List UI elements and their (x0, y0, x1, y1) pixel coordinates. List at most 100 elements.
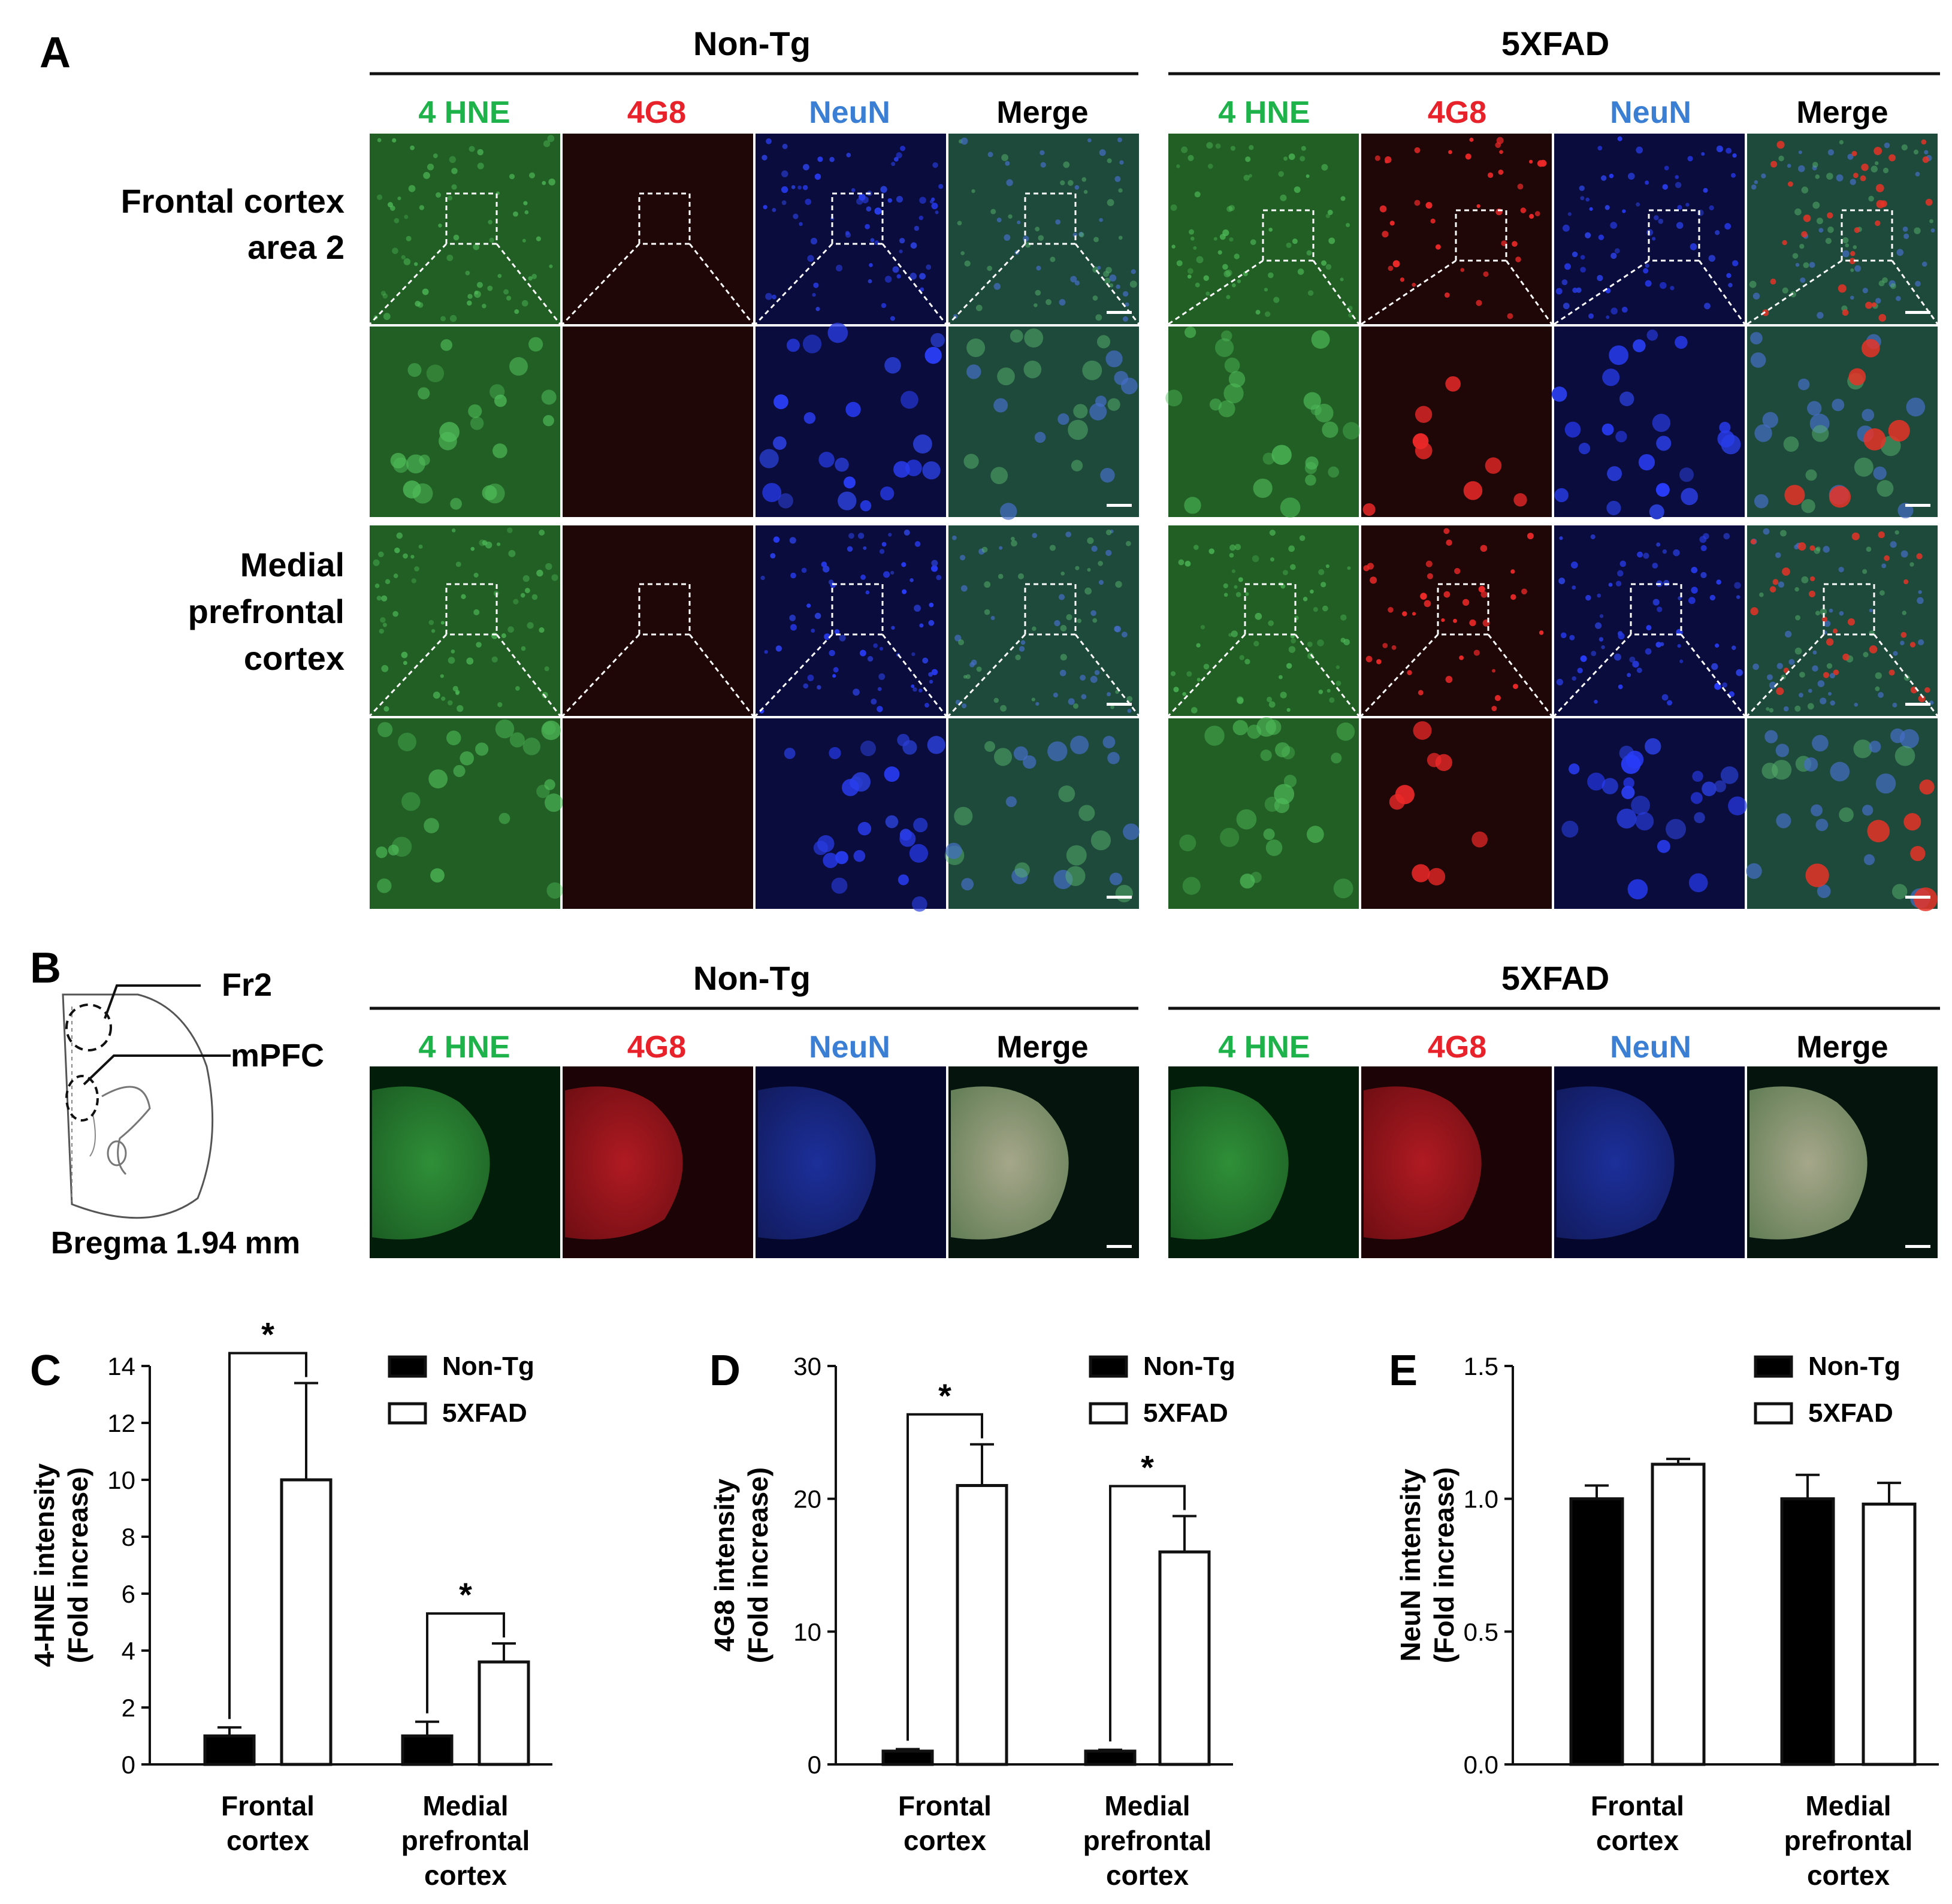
fr2-region-marker (65, 1004, 112, 1051)
micrograph-merge-non-tg-zoom (948, 327, 1139, 520)
x-category-label: prefrontal (1083, 1825, 1212, 1856)
micrograph-hne-5xfad-zoom (1168, 717, 1359, 909)
inset-box (1455, 209, 1507, 262)
section-neun-non-tg (756, 1066, 946, 1258)
significance-bracket (1109, 1485, 1186, 1742)
y-tick-label: 0 (122, 1751, 135, 1779)
significance-bracket (426, 1612, 505, 1713)
x-category-label: prefrontal (401, 1825, 530, 1856)
inset-box (445, 192, 498, 245)
y-tick-label: 10 (793, 1618, 821, 1646)
y-tick-label: 14 (107, 1352, 135, 1380)
panel-a-header: Non-Tg 5XFAD 4 HNE 4G8 NeuN Merge 4 HNE … (370, 25, 1940, 130)
x-category-label: Frontal (898, 1790, 992, 1821)
inset-box (1841, 209, 1893, 262)
micrograph-neun-non-tg-zoom (756, 718, 946, 912)
tissue-section (758, 1086, 876, 1240)
bregma-label: Bregma 1.94 mm (51, 1226, 300, 1261)
micrograph-merge-non-tg (947, 525, 1140, 717)
tissue-section (1364, 1086, 1482, 1240)
micrograph-hne-5xfad-zoom (1165, 327, 1361, 518)
micrograph-neun-5xfad (1553, 525, 1746, 717)
chart-e: 0.0 0.5 1.0 1.5 NeuN intensity(Fold increase… (1395, 1352, 1939, 1891)
legend-label-non-tg: Non-Tg (442, 1352, 534, 1381)
micrograph-hne-non-tg (368, 525, 561, 717)
bar-non-tg (1084, 1749, 1137, 1766)
micrograph-neun-non-tg (754, 525, 947, 717)
scale-bar (1107, 896, 1132, 899)
bar-5xfad (478, 1660, 530, 1766)
significance-star: * (459, 1576, 472, 1613)
y-tick-label: 20 (793, 1485, 821, 1513)
x-category-label: cortex (1106, 1860, 1189, 1891)
tissue-section (1749, 1086, 1868, 1240)
channel-label-merge: Merge (996, 1030, 1088, 1065)
bar-non-tg (1780, 1497, 1835, 1766)
legend-swatch-non-tg (388, 1355, 427, 1378)
micrograph-merge-5xfad (1746, 525, 1939, 717)
bar-non-tg (1569, 1497, 1624, 1766)
inset-box (831, 583, 884, 636)
x-category-label: cortex (424, 1860, 507, 1891)
group-label-5xfad: 5XFAD (1501, 25, 1610, 62)
section-merge-5xfad (1747, 1066, 1938, 1258)
micrograph-neun-5xfad-zoom (1551, 327, 1745, 519)
diagram-label-fr2: Fr2 (222, 967, 272, 1003)
micrograph-merge-5xfad (1746, 134, 1939, 325)
panel-letter-e: E (1389, 1347, 1418, 1395)
bar-5xfad (1862, 1503, 1917, 1766)
scale-bar (1905, 504, 1930, 507)
micrograph-4g8-non-tg (561, 134, 754, 325)
panel-b-brain-diagram: Fr2 mPFC Bregma 1.94 mm (51, 967, 324, 1261)
tissue-section (372, 1086, 490, 1240)
diagram-label-mpfc: mPFC (231, 1038, 324, 1074)
inset-box (1630, 583, 1682, 636)
micrograph-4g8-5xfad-zoom (1361, 327, 1552, 517)
y-tick-label: 4 (122, 1637, 135, 1665)
inset-box (638, 192, 691, 245)
section-4g8-non-tg (563, 1066, 753, 1258)
x-category-label: Medial (1104, 1790, 1190, 1821)
y-tick-label: 8 (122, 1523, 135, 1551)
panel-b-section-images (370, 1066, 1938, 1258)
micrograph-hne-non-tg-zoom (370, 718, 563, 909)
row-label-prefrontal: prefrontal (188, 593, 345, 630)
y-tick-label: 0 (808, 1751, 821, 1779)
y-tick-label: 0.5 (1464, 1618, 1498, 1646)
bar-non-tg (881, 1749, 934, 1766)
chart-c: 0 2 4 6 8 10 12 14 4-HNE intensity(Fold increase… (29, 1316, 552, 1891)
micrograph-4g8-non-tg (561, 525, 754, 717)
micrograph-hne-5xfad (1168, 134, 1360, 325)
channel-label-4hne: 4 HNE (1218, 1030, 1310, 1065)
channel-label-merge: Merge (996, 95, 1088, 130)
inset-box (1262, 209, 1315, 262)
scale-bar (1107, 703, 1132, 706)
x-category-label: cortex (1807, 1860, 1890, 1891)
micrograph-neun-non-tg (754, 134, 947, 325)
channel-label-neun: NeuN (809, 95, 890, 130)
legend-swatch-non-tg (1089, 1355, 1128, 1378)
legend-label-5xfad: 5XFAD (442, 1398, 527, 1428)
inset-box (831, 192, 884, 245)
micrograph-4g8-non-tg-zoom (563, 718, 753, 909)
legend-label-5xfad: 5XFAD (1143, 1398, 1228, 1428)
legend-swatch-5xfad (1754, 1402, 1793, 1425)
inset-box (1648, 209, 1700, 262)
panel-b-header: Non-Tg 5XFAD 4 HNE 4G8 NeuN Merge 4 HNE … (370, 959, 1940, 1065)
group-label-non-tg: Non-Tg (693, 959, 811, 997)
y-axis-label: 4-HNE intensity(Fold increase) (29, 1463, 93, 1667)
bar-5xfad (1158, 1550, 1211, 1766)
channel-label-4hne: 4 HNE (418, 95, 510, 130)
micrograph-merge-5xfad-zoom (1746, 718, 1938, 911)
channel-label-4hne: 4 HNE (418, 1030, 510, 1065)
channel-label-neun: NeuN (1610, 95, 1691, 130)
channel-label-4g8: 4G8 (1428, 95, 1486, 130)
chart-d: 0 10 20 30 4G8 intensity(Fold increase) Front… (709, 1352, 1235, 1891)
legend-swatch-5xfad (388, 1402, 427, 1425)
micrograph-neun-5xfad-zoom (1554, 718, 1747, 909)
inset-box (1437, 583, 1489, 636)
section-merge-non-tg (948, 1066, 1139, 1258)
scale-bar (1905, 703, 1930, 706)
bar-5xfad (1651, 1462, 1706, 1766)
